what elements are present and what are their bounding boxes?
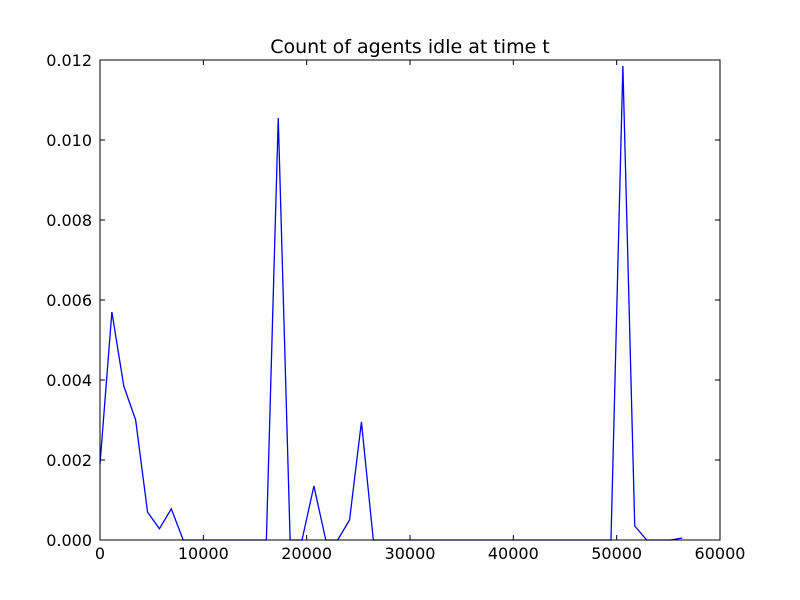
y-tick-label: 0.000 (46, 531, 92, 550)
x-tick-label: 40000 (488, 544, 539, 563)
x-tick-label: 10000 (178, 544, 229, 563)
y-tick-label: 0.008 (46, 211, 92, 230)
y-tick-label: 0.004 (46, 371, 92, 390)
x-tick-label: 20000 (281, 544, 332, 563)
y-tick-label: 0.002 (46, 451, 92, 470)
plot-area: 0 10000 20000 30000 40000 50000 60000 0.000 0.00… (46, 51, 745, 563)
x-tick-label: 60000 (695, 544, 746, 563)
x-tick-label: 50000 (591, 544, 642, 563)
y-tick-label: 0.006 (46, 291, 92, 310)
x-tick-label: 0 (95, 544, 105, 563)
y-tick-label: 0.010 (46, 131, 92, 150)
chart-title: Count of agents idle at time t (270, 36, 550, 58)
y-tick-label: 0.012 (46, 51, 92, 70)
x-tick-label: 30000 (385, 544, 436, 563)
